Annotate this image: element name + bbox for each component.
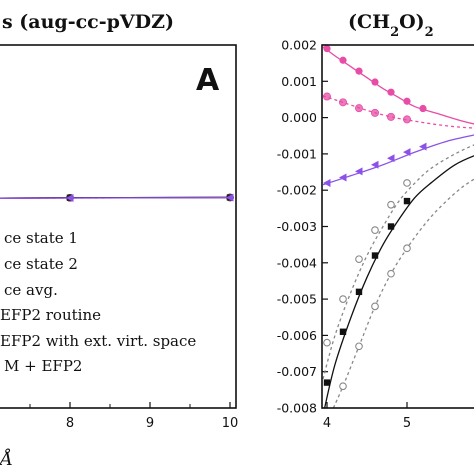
left-x-tick-label: 8	[66, 416, 74, 431]
legend-entry: EFP2 routine	[0, 306, 101, 324]
right-y-tick-label: -0.002	[277, 183, 317, 198]
legend-entry: ce state 2	[4, 255, 78, 273]
right-data-point	[322, 92, 331, 101]
right-data-point	[387, 269, 395, 278]
right-data-point	[339, 173, 347, 182]
right-y-tick-label: 0.002	[281, 38, 317, 53]
legend-entry: ce state 1	[4, 229, 78, 247]
right-data-point	[323, 178, 331, 187]
right-series-group	[322, 45, 474, 408]
right-series-curve	[323, 155, 474, 408]
right-data-point	[339, 382, 347, 391]
left-series-line	[0, 196, 231, 199]
left-panel-frame	[0, 44, 237, 409]
right-data-point	[403, 244, 411, 253]
right-title-sub1: 2	[390, 25, 399, 40]
right-data-point	[387, 200, 395, 209]
left-panel: A ce state 1 ce state 2 ce avg. EFP2 routin…	[0, 44, 239, 470]
right-title-sub2: 2	[425, 25, 434, 40]
legend-entry: EFP2 with ext. virt. space	[0, 332, 196, 350]
right-data-point	[339, 328, 347, 335]
right-y-tick-label: -0.006	[277, 328, 317, 343]
right-panel-title: (CH2O)2	[348, 11, 434, 40]
right-title-part1: (CH	[348, 11, 390, 33]
right-y-ticks: 0.002 0.001 0.000 -0.001 -0.002 -0.003 -0.004 -…	[277, 38, 328, 416]
right-data-point	[403, 148, 411, 157]
right-data-point	[371, 160, 379, 169]
right-data-point	[403, 179, 411, 187]
right-data-point	[386, 112, 395, 121]
right-data-point	[402, 115, 411, 124]
right-data-point	[403, 97, 411, 105]
right-data-point	[355, 167, 363, 176]
right-data-point	[323, 379, 331, 386]
left-series-group	[0, 193, 234, 202]
legend-entry: M + EFP2	[4, 357, 82, 375]
right-data-point	[323, 45, 331, 53]
left-panel-title: s (aug-cc-pVDZ)	[2, 11, 174, 33]
right-x-tick-label: 4	[323, 416, 331, 431]
left-data-point	[226, 193, 234, 202]
right-data-point	[371, 78, 379, 86]
left-data-point	[66, 194, 74, 202]
right-data-point	[419, 142, 427, 151]
left-x-tick-label: 9	[146, 416, 154, 431]
right-data-point	[338, 98, 347, 107]
left-x-ticks: 8 9 10	[29, 402, 239, 431]
right-plot-area	[322, 45, 474, 408]
right-data-point	[371, 302, 379, 311]
right-y-tick-label: -0.008	[277, 401, 317, 416]
right-series-curve	[332, 178, 474, 408]
right-data-point	[387, 154, 395, 163]
right-data-point	[403, 197, 411, 205]
panel-label-A: A	[196, 63, 220, 98]
right-data-point	[370, 108, 379, 117]
right-y-tick-label: -0.001	[277, 146, 317, 161]
right-data-point	[355, 67, 363, 75]
right-data-point	[339, 56, 347, 64]
right-series-curve	[322, 46, 474, 125]
right-data-point	[419, 104, 427, 113]
right-data-point	[354, 104, 363, 113]
right-data-point	[371, 252, 379, 259]
right-series-curve	[322, 144, 474, 380]
right-x-tick-label: 5	[403, 416, 411, 431]
right-y-tick-label: -0.005	[277, 292, 317, 307]
right-data-point	[355, 288, 363, 296]
left-legend: ce state 1 ce state 2 ce avg. EFP2 routine E…	[0, 229, 196, 375]
right-panel: 0.002 0.001 0.000 -0.001 -0.002 -0.003 -0.004 -…	[277, 38, 474, 431]
right-y-tick-label: 0.000	[281, 110, 317, 125]
right-data-point	[339, 295, 347, 303]
right-y-tick-label: -0.007	[277, 364, 317, 379]
right-panel-frame	[321, 44, 474, 409]
right-series-curve	[322, 134, 474, 186]
left-x-tick-label: 10	[222, 416, 239, 431]
left-x-axis-label: Å	[0, 448, 13, 470]
right-data-point	[387, 88, 395, 96]
right-data-point	[387, 223, 395, 230]
right-y-tick-label: -0.003	[277, 219, 317, 234]
right-y-tick-label: -0.004	[277, 255, 317, 270]
right-data-point	[355, 255, 363, 264]
right-title-part2: O)	[399, 11, 425, 33]
right-data-point	[371, 226, 379, 234]
right-y-tick-label: 0.001	[281, 74, 317, 89]
right-data-point	[323, 338, 331, 347]
legend-entry: ce avg.	[4, 281, 58, 299]
right-data-point	[355, 342, 363, 351]
